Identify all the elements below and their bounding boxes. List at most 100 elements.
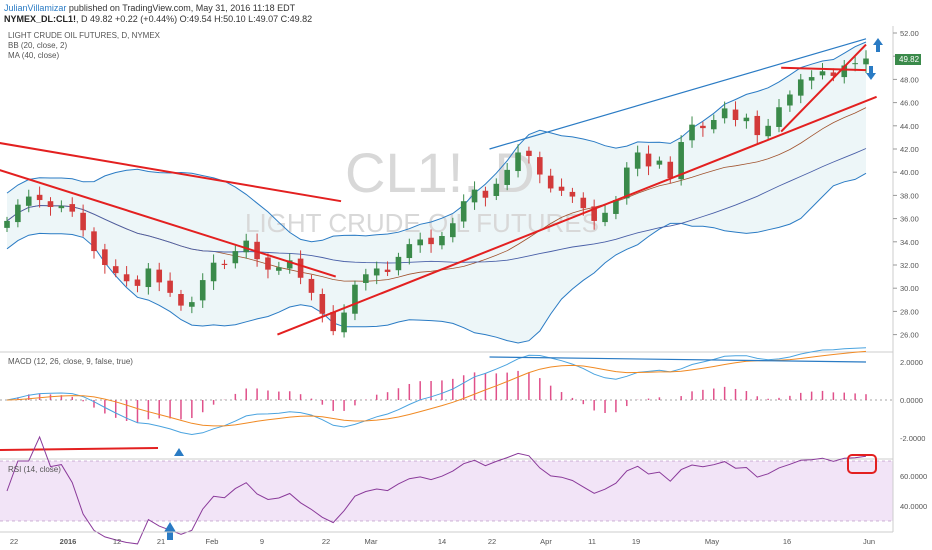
candle	[243, 233, 250, 259]
candle-body	[656, 160, 663, 165]
x-tick-label: 14	[438, 537, 446, 546]
ma-indicator-label[interactable]: MA (40, close)	[8, 51, 59, 60]
candle	[819, 63, 826, 80]
candle	[134, 275, 141, 293]
candle-body	[602, 212, 608, 223]
macd-blue-trendline	[489, 356, 867, 363]
signal-line	[6, 350, 867, 427]
candle-body	[504, 169, 510, 185]
candle	[504, 163, 510, 191]
symbol-label[interactable]: NYMEX_DL:CL1!	[4, 14, 77, 24]
candle-body	[276, 267, 282, 271]
candle	[547, 168, 554, 193]
candle	[602, 204, 608, 227]
candle	[721, 101, 728, 124]
watermark-name: LIGHT CRUDE OIL FUTURES	[245, 208, 599, 238]
rsi-pane[interactable]: RSI (14, close)	[0, 435, 893, 545]
candle	[384, 261, 391, 277]
candle	[645, 145, 652, 176]
candle-body	[797, 79, 804, 96]
candle	[471, 181, 478, 210]
candle-body	[102, 249, 108, 265]
candle	[526, 146, 532, 164]
y-tick-label: 30.00	[900, 284, 919, 293]
candle	[167, 272, 173, 297]
candle-body	[47, 201, 54, 207]
candle-body	[830, 72, 837, 76]
up-arrow-icon	[174, 448, 184, 456]
candle	[689, 116, 695, 148]
main-price-pane[interactable]: CL1!, D LIGHT CRUDE OIL FUTURES LIGHT CR…	[0, 26, 893, 351]
candle-body	[80, 212, 86, 231]
candle-body	[526, 150, 532, 156]
y-tick-label: 28.00	[900, 307, 919, 316]
x-tick-label: 9	[260, 537, 264, 546]
candle	[156, 262, 163, 292]
candle-body	[232, 251, 239, 264]
candle-body	[395, 256, 402, 271]
bollinger-upper	[6, 41, 867, 243]
candle-body	[199, 280, 206, 301]
candle	[330, 305, 337, 336]
candle-body	[591, 206, 597, 221]
candle-body	[25, 196, 32, 206]
rsi-title[interactable]: RSI (14, close)	[8, 465, 61, 474]
candle	[634, 145, 641, 177]
candle	[678, 135, 684, 186]
candle-body	[156, 269, 163, 283]
macd-pane[interactable]: MACD (12, 26, close, 9, false, true)	[0, 347, 893, 456]
candle	[852, 56, 858, 72]
candle-body	[863, 58, 869, 65]
candle	[482, 186, 489, 207]
candle	[569, 187, 576, 203]
candle-body	[569, 191, 576, 197]
candle-body	[373, 268, 380, 276]
candle	[297, 250, 304, 285]
ohlc-readout: , D 49.82 +0.22 (+0.44%) O:49.54 H:50.10…	[76, 14, 313, 24]
up-arrow-icon	[873, 38, 883, 52]
x-tick-label: 22	[322, 537, 330, 546]
candle-body	[710, 120, 717, 130]
bb-indicator-label[interactable]: BB (20, close, 2)	[8, 41, 67, 50]
candle-body	[428, 237, 434, 245]
candle-body	[286, 260, 293, 269]
candle	[558, 178, 565, 196]
x-tick-label: 12	[113, 537, 121, 546]
x-tick-label: 22	[488, 537, 496, 546]
ma40-line	[6, 148, 867, 264]
candle-body	[69, 204, 76, 212]
y-tick-label: 40.0000	[900, 502, 927, 511]
candle-body	[460, 201, 467, 222]
candle	[199, 273, 206, 308]
bollinger-lower	[6, 172, 867, 344]
rsi-band	[0, 461, 893, 521]
time-axis[interactable]: 22 2016 12 21 Feb 9 22 Mar 14 22 Apr 11 19 May 16 Jun	[0, 531, 893, 546]
author-link[interactable]: JulianVillamizar	[4, 3, 67, 13]
x-tick-label: 16	[783, 537, 791, 546]
x-tick-label: 19	[632, 537, 640, 546]
candle-body	[123, 274, 130, 282]
candle-body	[254, 241, 260, 260]
candle	[536, 151, 543, 184]
watermark-symbol: CL1!, D	[345, 141, 535, 204]
candle-body	[363, 274, 369, 283]
last-price-badge	[895, 54, 921, 65]
macd-title[interactable]: MACD (12, 26, close, 9, false, true)	[8, 357, 133, 366]
candle-body	[450, 223, 456, 238]
candle	[406, 238, 413, 265]
candle	[450, 217, 456, 243]
candle-body	[580, 197, 587, 209]
candle	[276, 261, 282, 275]
x-tick-label: Feb	[206, 537, 219, 546]
candle	[58, 200, 65, 213]
candle-body	[15, 204, 21, 223]
candle	[493, 178, 500, 201]
y-tick-label: 42.00	[900, 145, 919, 154]
candle	[656, 156, 663, 169]
price-axis[interactable]: 52.0050.0048.0046.0044.0042.0040.0038.00…	[892, 26, 927, 532]
y-tick-label: 0.0000	[900, 396, 923, 405]
candle-body	[613, 200, 619, 214]
x-tick-label: Jun	[863, 537, 875, 546]
candle-body	[787, 94, 793, 106]
